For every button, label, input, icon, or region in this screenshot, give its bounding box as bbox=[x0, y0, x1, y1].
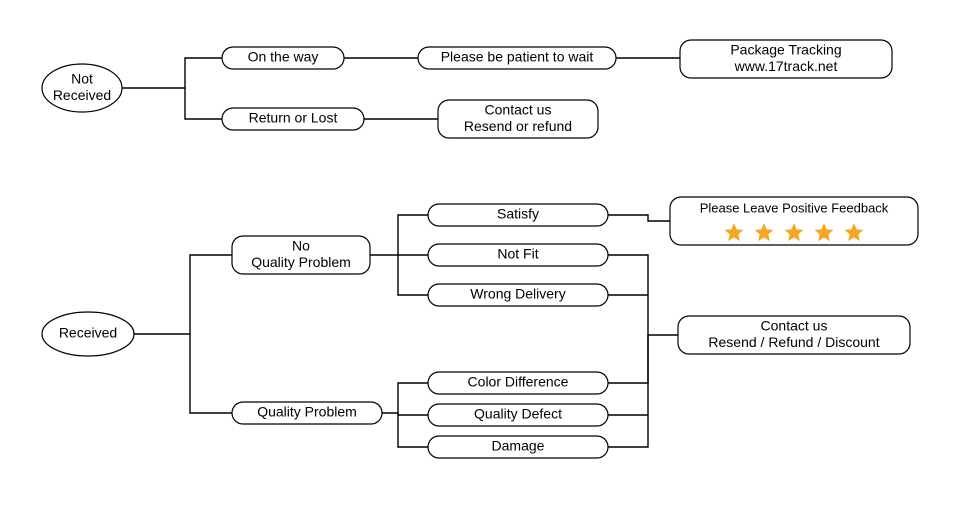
node-received: Received bbox=[42, 312, 134, 356]
node-label: Contact us bbox=[485, 102, 552, 118]
node-label: Quality Defect bbox=[474, 406, 562, 422]
node-label: Quality Problem bbox=[257, 404, 357, 420]
node-label: No bbox=[292, 238, 310, 254]
edge bbox=[608, 215, 670, 221]
node-return_lost: Return or Lost bbox=[222, 108, 364, 130]
node-label: Satisfy bbox=[497, 206, 539, 222]
node-damage: Damage bbox=[428, 436, 608, 458]
edge bbox=[608, 335, 648, 383]
edge bbox=[398, 255, 428, 295]
node-label: Wrong Delivery bbox=[470, 286, 565, 302]
node-on_the_way: On the way bbox=[222, 47, 344, 69]
node-satisfy: Satisfy bbox=[428, 204, 608, 226]
edge bbox=[608, 335, 648, 447]
node-label: Package Tracking bbox=[730, 42, 841, 58]
node-label: Damage bbox=[492, 438, 545, 454]
node-label: Not bbox=[71, 71, 93, 87]
node-contact_resend: Contact usResend or refund bbox=[438, 100, 598, 138]
node-label: Received bbox=[59, 325, 117, 341]
edge bbox=[382, 383, 428, 413]
node-not_fit: Not Fit bbox=[428, 244, 608, 266]
node-contact_rrd: Contact usResend / Refund / Discount bbox=[678, 316, 910, 354]
node-tracking: Package Trackingwww.17track.net bbox=[680, 40, 892, 78]
node-label: Resend or refund bbox=[464, 118, 572, 134]
edge bbox=[185, 88, 222, 119]
node-label: www.17track.net bbox=[734, 58, 838, 74]
node-be_patient: Please be patient to wait bbox=[418, 47, 616, 69]
node-feedback: Please Leave Positive Feedback bbox=[670, 197, 918, 245]
node-label: Color Difference bbox=[468, 374, 569, 390]
node-label: On the way bbox=[248, 49, 319, 65]
node-label: Contact us bbox=[761, 318, 828, 334]
node-label: Quality Problem bbox=[251, 254, 351, 270]
node-label: Please Leave Positive Feedback bbox=[700, 200, 889, 215]
edge bbox=[398, 413, 428, 447]
node-label: Resend / Refund / Discount bbox=[708, 334, 879, 350]
flowchart: NotReceivedOn the wayReturn or LostPleas… bbox=[0, 0, 960, 513]
edge bbox=[122, 58, 222, 88]
node-wrong_delivery: Wrong Delivery bbox=[428, 284, 608, 306]
edge bbox=[190, 334, 232, 413]
edge bbox=[398, 413, 428, 415]
edge bbox=[370, 215, 428, 255]
node-no_quality: NoQuality Problem bbox=[232, 236, 370, 274]
node-label: Please be patient to wait bbox=[441, 49, 594, 65]
node-label: Not Fit bbox=[497, 246, 538, 262]
node-label: Received bbox=[53, 87, 111, 103]
node-quality_defect: Quality Defect bbox=[428, 404, 608, 426]
node-quality_prob: Quality Problem bbox=[232, 402, 382, 424]
edge bbox=[134, 255, 232, 334]
node-not_received: NotReceived bbox=[42, 64, 122, 112]
node-label: Return or Lost bbox=[249, 110, 338, 126]
node-color_diff: Color Difference bbox=[428, 372, 608, 394]
